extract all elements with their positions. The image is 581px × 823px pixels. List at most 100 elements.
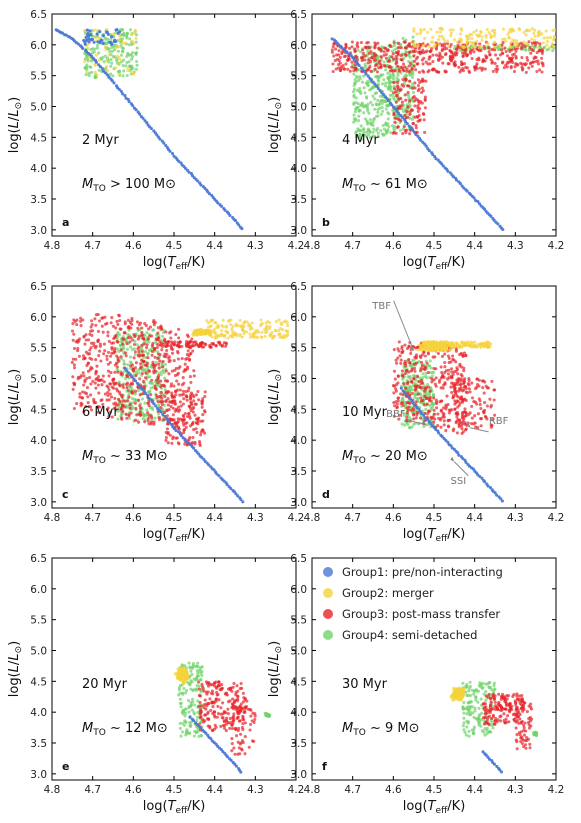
data-point-red <box>406 115 410 119</box>
data-point-green <box>151 381 155 385</box>
data-point-red <box>400 369 404 373</box>
data-point-green <box>178 726 182 730</box>
data-point-red <box>448 55 452 59</box>
data-point-green <box>117 380 121 384</box>
data-point-yellow <box>467 37 471 41</box>
data-point-red <box>180 344 184 348</box>
data-point-yellow <box>103 45 107 49</box>
data-point-red <box>173 340 177 344</box>
data-point-yellow <box>216 323 220 327</box>
data-point-green <box>362 131 366 135</box>
data-point-green <box>196 699 200 703</box>
data-point-blue <box>416 134 420 138</box>
y-tick-label: 4.0 <box>290 163 307 175</box>
data-point-red <box>146 419 150 423</box>
data-point-red <box>161 365 165 369</box>
data-point-yellow <box>412 29 416 33</box>
data-point-red <box>186 349 190 353</box>
panel-c: 4.8 4.7 4.6 4.5 4.4 4.3 4.23.03.54.04.55.05.56… <box>7 281 304 544</box>
data-point-yellow <box>282 333 286 337</box>
data-point-yellow <box>428 341 432 346</box>
y-tick-label: 4.0 <box>30 435 47 447</box>
data-point-red <box>79 324 83 328</box>
data-point-red <box>214 344 218 348</box>
data-point-blue <box>81 46 85 51</box>
data-point-yellow <box>460 345 464 349</box>
data-point-yellow <box>117 45 121 49</box>
data-point-red <box>181 421 185 425</box>
data-point-red <box>136 354 140 358</box>
data-point-red <box>107 374 111 378</box>
data-point-green <box>125 347 130 351</box>
data-point-red <box>403 93 407 97</box>
data-point-red <box>432 412 437 416</box>
x-tick-label: 4.4 <box>466 512 483 524</box>
annotation-arrowhead <box>450 456 455 462</box>
data-point-blue <box>95 32 99 36</box>
data-point-yellow <box>465 343 469 347</box>
data-point-red <box>120 394 124 398</box>
data-point-yellow <box>105 28 109 32</box>
data-point-green <box>376 114 380 118</box>
panel-letter: c <box>62 488 69 501</box>
data-point-red <box>236 689 240 693</box>
data-point-red <box>489 58 493 62</box>
data-point-yellow <box>117 73 121 77</box>
data-point-green <box>87 71 91 75</box>
data-point-red <box>468 390 472 394</box>
turnoff-mass: MTO > 100 M⊙ <box>82 177 176 194</box>
data-point-yellow <box>437 347 442 351</box>
data-point-red <box>396 64 400 68</box>
data-point-red <box>409 351 413 355</box>
data-point-green <box>410 117 414 121</box>
y-tick-label: 5.0 <box>30 374 47 386</box>
data-point-red <box>398 106 402 110</box>
x-tick-label: 4.7 <box>84 240 101 252</box>
data-point-yellow <box>515 39 519 43</box>
data-point-blue <box>219 204 224 208</box>
data-point-red <box>216 712 221 716</box>
data-point-green <box>147 390 151 394</box>
data-point-yellow <box>266 320 270 324</box>
data-point-red <box>93 346 97 350</box>
data-point-red <box>176 441 180 445</box>
data-point-green <box>128 385 132 389</box>
data-point-red <box>440 354 445 358</box>
data-point-red <box>373 67 377 71</box>
data-point-red <box>431 53 435 57</box>
data-point-red <box>413 49 418 53</box>
data-point-red <box>405 84 409 88</box>
data-point-red <box>388 43 392 47</box>
data-point-yellow <box>97 36 101 40</box>
data-point-red <box>456 379 460 384</box>
data-point-yellow <box>548 46 552 50</box>
data-point-red <box>440 399 444 403</box>
data-point-red <box>189 380 193 384</box>
data-point-red <box>404 364 408 368</box>
data-point-red <box>126 336 131 340</box>
data-point-red <box>346 58 350 62</box>
data-point-red <box>505 54 510 58</box>
data-point-blue <box>101 69 105 73</box>
data-point-blue <box>85 28 89 32</box>
data-point-red <box>170 441 174 445</box>
data-point-red <box>188 375 192 379</box>
data-point-red <box>147 401 151 405</box>
data-point-red <box>413 104 417 108</box>
data-point-red <box>90 357 94 361</box>
data-point-red <box>353 47 357 51</box>
data-point-blue <box>128 373 132 377</box>
data-point-red <box>89 329 93 333</box>
data-point-red <box>114 381 118 385</box>
data-point-red <box>439 376 443 380</box>
data-point-red <box>211 705 215 709</box>
data-point-green <box>354 135 359 139</box>
data-point-red <box>115 319 119 323</box>
data-point-green <box>374 102 378 106</box>
data-point-yellow <box>238 332 242 336</box>
data-point-red <box>422 389 426 393</box>
data-point-red <box>392 391 396 395</box>
data-point-blue <box>88 29 92 33</box>
annotation-label: TBF <box>371 301 391 312</box>
data-point-red <box>495 70 499 74</box>
